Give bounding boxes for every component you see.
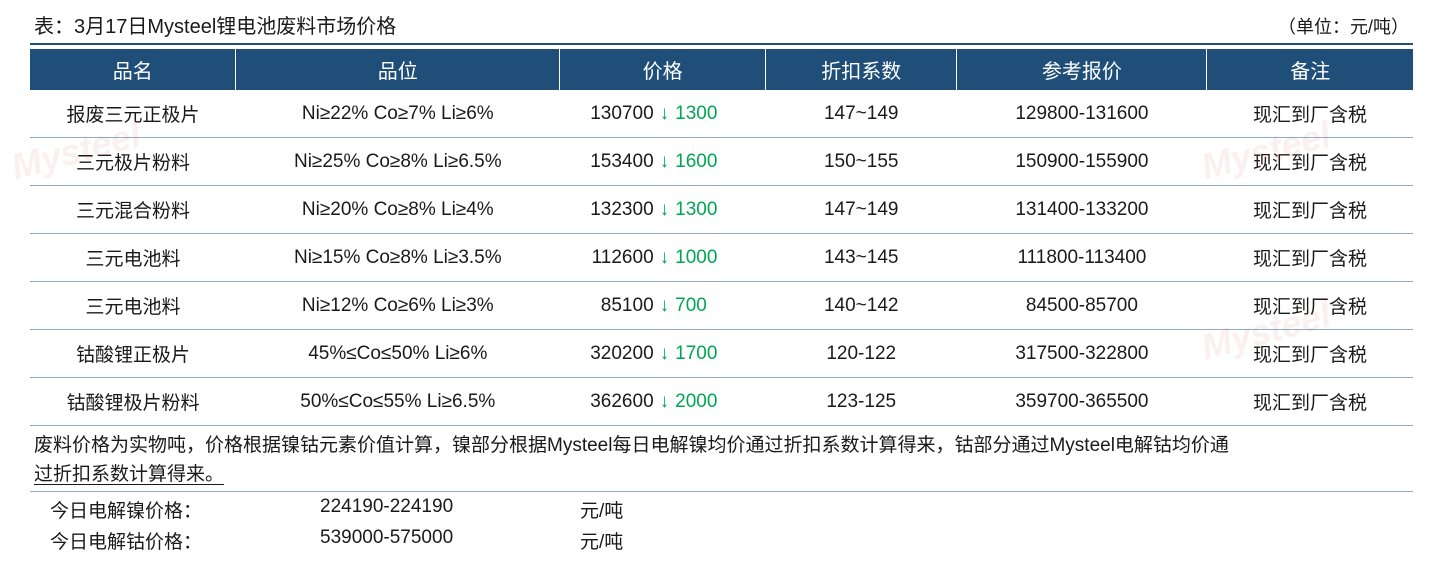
col-header-name: 品名 (30, 49, 236, 90)
cell-price: 85100 ↓700 (560, 282, 766, 330)
cell-name: 三元电池料 (30, 282, 236, 330)
extra-label: 今日电解镍价格： (50, 496, 320, 523)
cell-name: 报废三元正极片 (30, 90, 236, 138)
table-row: 报废三元正极片Ni≥22% Co≥7% Li≥6% 130700 ↓1300 147~… (30, 90, 1413, 138)
cell-grade: Ni≥12% Co≥6% Li≥3% (236, 282, 560, 330)
footnote: 废料价格为实物吨，价格根据镍钴元素价值计算，镍部分根据Mysteel每日电解镍均… (30, 426, 1413, 492)
footnote-text-2: 过折扣系数计算得来。 (34, 464, 224, 485)
cell-note: 现汇到厂含税 (1207, 186, 1413, 234)
cell-reference: 150900-155900 (957, 138, 1207, 186)
cell-name: 三元混合粉料 (30, 186, 236, 234)
cell-grade: Ni≥25% Co≥8% Li≥6.5% (236, 138, 560, 186)
cell-discount: 123-125 (766, 378, 957, 426)
cell-reference: 317500-322800 (957, 330, 1207, 378)
cell-grade: 45%≤Co≤50% Li≥6% (236, 330, 560, 378)
arrow-down-icon: ↓ (660, 343, 670, 364)
arrow-down-icon: ↓ (660, 151, 670, 172)
extra-value: 224190-224190 (320, 496, 580, 523)
unit-label: （单位：元/吨） (1278, 13, 1409, 43)
cell-discount: 120-122 (766, 330, 957, 378)
table-row: 钴酸锂极片粉料50%≤Co≤55% Li≥6.5% 362600 ↓2000 123-… (30, 378, 1413, 426)
cell-name: 三元电池料 (30, 234, 236, 282)
cell-price: 132300 ↓1300 (560, 186, 766, 234)
price-table: 品名 品位 价格 折扣系数 参考报价 备注 报废三元正极片Ni≥22% Co≥7… (30, 49, 1413, 426)
table-row: 三元混合粉料Ni≥20% Co≥8% Li≥4% 132300 ↓1300 147~1… (30, 186, 1413, 234)
cell-discount: 143~145 (766, 234, 957, 282)
price-value: 320200 (580, 343, 654, 365)
table-row: 三元电池料Ni≥12% Co≥6% Li≥3% 85100 ↓700 140~1428… (30, 282, 1413, 330)
cell-note: 现汇到厂含税 (1207, 234, 1413, 282)
extra-label: 今日电解钴价格： (50, 527, 320, 554)
price-delta: 1600 (675, 151, 717, 172)
price-delta: 1300 (675, 103, 717, 124)
cell-grade: Ni≥22% Co≥7% Li≥6% (236, 90, 560, 138)
arrow-down-icon: ↓ (660, 391, 670, 412)
cell-note: 现汇到厂含税 (1207, 138, 1413, 186)
cell-grade: Ni≥15% Co≥8% Li≥3.5% (236, 234, 560, 282)
table-row: 三元电池料Ni≥15% Co≥8% Li≥3.5% 112600 ↓1000 143~… (30, 234, 1413, 282)
extra-unit: 元/吨 (580, 496, 623, 523)
price-delta: 1700 (675, 343, 717, 364)
price-value: 112600 (580, 247, 654, 269)
cell-reference: 84500-85700 (957, 282, 1207, 330)
table-row: 三元极片粉料Ni≥25% Co≥8% Li≥6.5% 153400 ↓1600 150… (30, 138, 1413, 186)
cell-grade: 50%≤Co≤55% Li≥6.5% (236, 378, 560, 426)
cell-discount: 147~149 (766, 186, 957, 234)
price-delta: 2000 (675, 391, 717, 412)
extra-unit: 元/吨 (580, 527, 623, 554)
footnote-text-1: 废料价格为实物吨，价格根据镍钴元素价值计算，镍部分根据Mysteel每日电解镍均… (34, 435, 1229, 456)
col-header-grade: 品位 (236, 49, 560, 90)
cell-note: 现汇到厂含税 (1207, 378, 1413, 426)
cell-reference: 129800-131600 (957, 90, 1207, 138)
cell-name: 三元极片粉料 (30, 138, 236, 186)
cell-note: 现汇到厂含税 (1207, 330, 1413, 378)
table-header-row: 品名 品位 价格 折扣系数 参考报价 备注 (30, 49, 1413, 90)
arrow-down-icon: ↓ (660, 247, 670, 268)
cell-discount: 147~149 (766, 90, 957, 138)
cell-reference: 131400-133200 (957, 186, 1207, 234)
price-value: 130700 (580, 103, 654, 125)
price-delta: 1000 (675, 247, 717, 268)
cell-price: 130700 ↓1300 (560, 90, 766, 138)
extra-value: 539000-575000 (320, 527, 580, 554)
extra-price-row: 今日电解镍价格：224190-224190元/吨 (30, 492, 1413, 523)
col-header-price: 价格 (560, 49, 766, 90)
cell-reference: 111800-113400 (957, 234, 1207, 282)
price-delta: 700 (675, 295, 707, 316)
cell-discount: 140~142 (766, 282, 957, 330)
cell-note: 现汇到厂含税 (1207, 282, 1413, 330)
col-header-ref: 参考报价 (957, 49, 1207, 90)
price-value: 85100 (580, 295, 654, 317)
cell-note: 现汇到厂含税 (1207, 90, 1413, 138)
price-delta: 1300 (675, 199, 717, 220)
cell-price: 112600 ↓1000 (560, 234, 766, 282)
arrow-down-icon: ↓ (660, 199, 670, 220)
col-header-disc: 折扣系数 (766, 49, 957, 90)
cell-reference: 359700-365500 (957, 378, 1207, 426)
price-value: 132300 (580, 199, 654, 221)
arrow-down-icon: ↓ (660, 295, 670, 316)
cell-name: 钴酸锂正极片 (30, 330, 236, 378)
col-header-note: 备注 (1207, 49, 1413, 90)
table-title: 表：3月17日Mysteel锂电池废料市场价格 (34, 10, 396, 43)
cell-grade: Ni≥20% Co≥8% Li≥4% (236, 186, 560, 234)
cell-price: 362600 ↓2000 (560, 378, 766, 426)
price-value: 153400 (580, 151, 654, 173)
cell-price: 320200 ↓1700 (560, 330, 766, 378)
cell-discount: 150~155 (766, 138, 957, 186)
table-row: 钴酸锂正极片45%≤Co≤50% Li≥6% 320200 ↓1700 120-122… (30, 330, 1413, 378)
price-value: 362600 (580, 391, 654, 413)
cell-name: 钴酸锂极片粉料 (30, 378, 236, 426)
cell-price: 153400 ↓1600 (560, 138, 766, 186)
arrow-down-icon: ↓ (660, 103, 670, 124)
title-bar: 表：3月17日Mysteel锂电池废料市场价格 （单位：元/吨） (30, 10, 1413, 45)
extra-price-row: 今日电解钴价格：539000-575000元/吨 (30, 523, 1413, 554)
